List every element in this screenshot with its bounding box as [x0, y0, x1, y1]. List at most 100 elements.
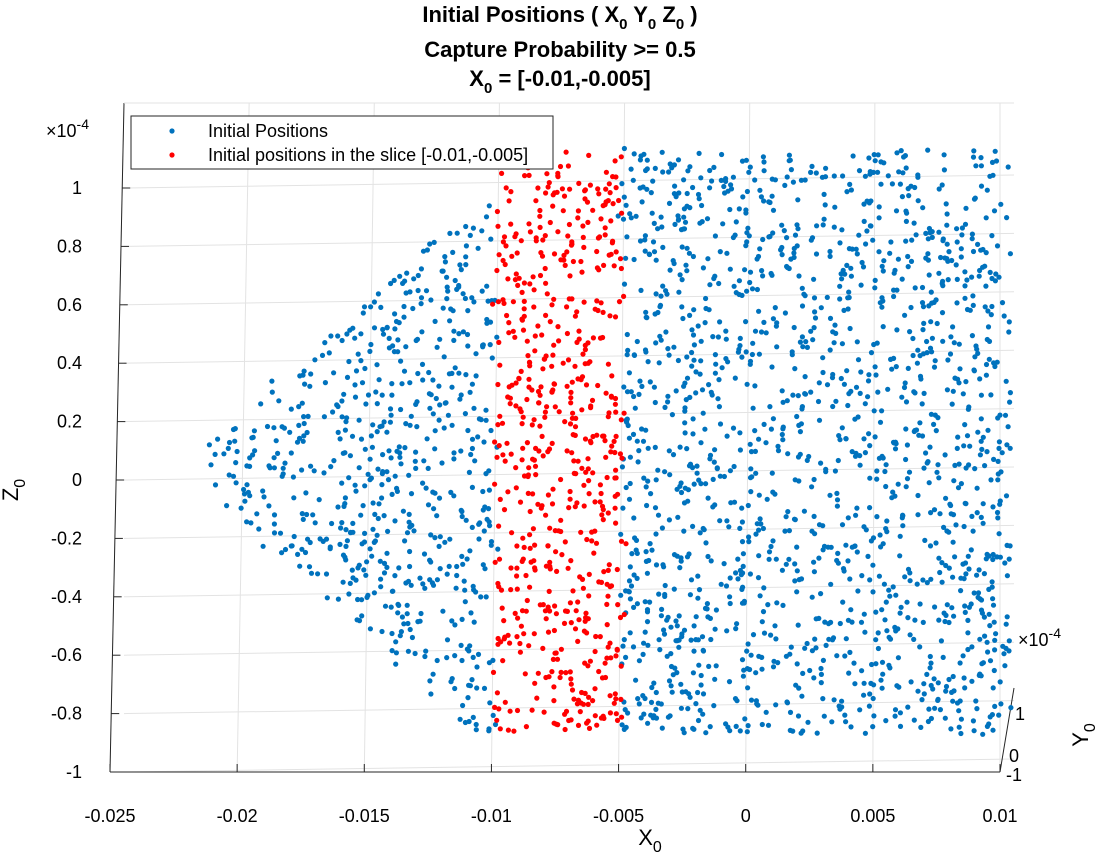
scatter-point-initial [371, 590, 377, 596]
scatter-point-initial [431, 506, 437, 512]
scatter-point-initial [956, 341, 962, 347]
scatter-point-initial [770, 489, 776, 495]
scatter-point-slice [569, 379, 575, 385]
scatter-point-initial [447, 536, 453, 542]
scatter-point-initial [782, 310, 789, 316]
scatter-point-initial [668, 651, 674, 657]
scatter-point-initial [689, 327, 695, 333]
scatter-point-slice [505, 489, 511, 495]
scatter-point-initial [681, 206, 688, 212]
scatter-point-initial [856, 232, 862, 238]
scatter-point-initial [978, 673, 984, 679]
scatter-point-slice [566, 505, 572, 511]
scatter-point-initial [697, 371, 703, 377]
scatter-point-slice [550, 486, 556, 492]
scatter-point-initial [372, 538, 378, 544]
scatter-point-initial [724, 433, 730, 439]
scatter-point-initial [908, 679, 914, 685]
scatter-point-initial [343, 527, 349, 533]
scatter-point-initial [980, 246, 986, 253]
scatter-point-initial [427, 557, 433, 563]
scatter-point-initial [335, 596, 341, 602]
scatter-point-slice [562, 711, 568, 717]
scatter-point-initial [631, 515, 637, 521]
scatter-point-initial [862, 173, 869, 179]
scatter-point-slice [552, 404, 558, 410]
scatter-point-initial [894, 150, 900, 156]
scatter-point-initial [682, 219, 689, 225]
scatter-point-slice [590, 335, 597, 341]
scatter-point-initial [897, 553, 903, 559]
scatter-point-initial [659, 224, 665, 230]
scatter-point-slice [535, 323, 541, 329]
scatter-point-initial [969, 678, 975, 684]
scatter-point-initial [672, 221, 678, 227]
scatter-point-initial [885, 386, 891, 392]
scatter-point-initial [978, 514, 984, 521]
scatter-point-initial [734, 621, 740, 627]
scatter-point-initial [371, 299, 377, 305]
scatter-point-slice [494, 208, 500, 215]
scatter-point-initial [469, 484, 475, 490]
scatter-point-initial [985, 649, 991, 655]
scatter-point-initial [449, 618, 455, 624]
scatter-point-initial [800, 344, 806, 350]
scatter-point-initial [748, 697, 755, 703]
scatter-point-initial [912, 427, 918, 434]
scatter-point-initial [861, 692, 867, 698]
scatter-point-initial [288, 450, 294, 456]
scatter-point-initial [944, 528, 950, 534]
scatter-point-initial [678, 558, 684, 564]
scatter-point-initial [763, 330, 769, 336]
scatter-point-initial [750, 632, 757, 638]
scatter-point-initial [794, 661, 800, 667]
scatter-point-initial [279, 550, 285, 556]
scatter-point-initial [655, 467, 661, 473]
scatter-point-slice [514, 250, 520, 256]
scatter-point-initial [977, 636, 983, 642]
scatter-point-initial [352, 482, 358, 488]
scatter-point-initial [432, 446, 438, 452]
scatter-point-initial [727, 575, 733, 581]
scatter-point-initial [917, 644, 923, 650]
scatter-point-initial [244, 519, 250, 525]
scatter-point-slice [558, 517, 564, 523]
scatter-point-slice [585, 360, 591, 366]
scatter-point-initial [342, 427, 348, 433]
scatter-point-initial [418, 295, 425, 301]
scatter-point-initial [668, 624, 674, 630]
scatter-point-initial [361, 567, 367, 573]
scatter-point-initial [870, 695, 876, 702]
scatter-point-initial [437, 534, 443, 540]
scatter-point-slice [500, 239, 506, 245]
scatter-point-initial [953, 262, 959, 268]
scatter-point-initial [941, 524, 947, 531]
scatter-point-slice [494, 454, 500, 460]
scatter-point-initial [737, 525, 743, 532]
scatter-point-initial [839, 276, 845, 282]
scatter-point-initial [849, 619, 855, 625]
scatter-point-initial [230, 426, 237, 433]
scatter-point-slice [556, 338, 562, 344]
scatter-point-slice [619, 455, 625, 461]
scatter-point-initial [820, 355, 826, 361]
scatter-point-initial [381, 570, 388, 576]
scatter-point-initial [458, 642, 464, 649]
scatter-point-initial [319, 352, 326, 358]
scatter-point-initial [707, 456, 713, 462]
scatter-point-initial [842, 271, 848, 277]
scatter-point-initial [769, 193, 775, 199]
scatter-point-initial [430, 671, 436, 677]
scatter-point-initial [925, 459, 931, 465]
scatter-point-initial [986, 721, 992, 727]
scatter-point-initial [712, 352, 719, 358]
scatter-point-initial [731, 283, 737, 289]
scatter-point-initial [660, 562, 666, 568]
scatter-point-initial [974, 706, 980, 712]
scatter-point-initial [404, 611, 410, 617]
scatter-point-initial [462, 587, 468, 593]
scatter-point-initial [1006, 638, 1012, 644]
scatter-point-slice [585, 466, 591, 472]
scatter-point-initial [736, 278, 743, 284]
scatter-point-initial [894, 287, 900, 293]
